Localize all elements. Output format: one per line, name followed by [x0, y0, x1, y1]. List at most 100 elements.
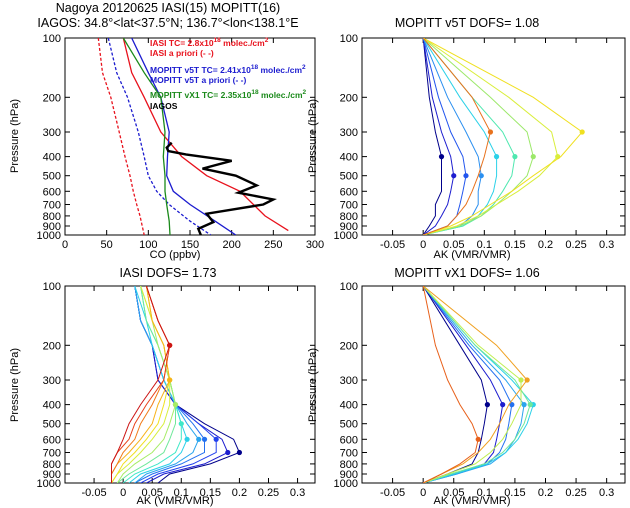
- vx1-kernel-line: [422, 286, 528, 483]
- iasi-kernel-line: [134, 286, 200, 483]
- v5t-frame: [361, 37, 626, 236]
- v5t-kernel-line: [422, 38, 491, 235]
- co-ytick-label: 700: [43, 199, 61, 211]
- co-series-mopitt-v5t: [131, 38, 237, 235]
- co-ytick-label: 500: [43, 171, 61, 183]
- iasi-xtick-label: 0.05: [141, 487, 162, 499]
- iasi-xtick-label: 0.2: [232, 487, 247, 499]
- iasi-kernel-line: [122, 286, 182, 483]
- v5t-kernel-line: [422, 38, 516, 235]
- vx1-kernel-line: [422, 286, 504, 483]
- iasi-kernel-marker: [213, 436, 219, 442]
- v5t-xtick-label: 0.2: [538, 239, 553, 251]
- co-xtick-label: 150: [181, 239, 199, 251]
- iasi-kernel-marker: [178, 421, 184, 427]
- iasi-kernel-marker: [236, 449, 243, 456]
- co-legend-entry: MOPITT v5T a priori (- -): [150, 75, 247, 85]
- co-xtick-label: 200: [222, 239, 240, 251]
- co-legend-entry: IAGOS: [150, 101, 178, 111]
- vx1-ytick-label: 100: [340, 281, 358, 293]
- vx1-kernel-marker: [518, 377, 524, 383]
- iasi-ytick-label: 1000: [37, 478, 61, 490]
- iasi-kernel-marker: [167, 342, 173, 348]
- iasi-ytick-label: 200: [43, 340, 61, 352]
- iasi-ytick-label: 600: [43, 434, 61, 446]
- iasi-ytick-label: 800: [43, 459, 61, 471]
- iasi-ytick-label: 100: [43, 281, 61, 293]
- v5t-kernel-marker: [530, 154, 536, 160]
- v5t-ytick-label: 800: [340, 211, 358, 223]
- co-legend-entry: MOPITT vX1 TC= 2.35x1018 molec./cm2: [150, 89, 307, 100]
- iasi-xtick-label: -0.05: [82, 487, 107, 499]
- v5t-kernel-line: [422, 38, 534, 235]
- iasi-xtick-label: 0: [120, 487, 126, 499]
- iasi-xtick-label: 0.1: [174, 487, 189, 499]
- co-ytick-label: 300: [43, 127, 61, 139]
- co-legend-entry: MOPITT v5T TC= 2.41x1018 molec./cm2: [150, 64, 306, 75]
- v5t-kernel-line: [422, 38, 467, 235]
- iasi-kernel-marker: [172, 402, 179, 408]
- vx1-kernel-line: [422, 286, 522, 483]
- vx1-ytick-label: 300: [340, 375, 358, 387]
- vx1-xtick-label: -0.05: [380, 487, 405, 499]
- v5t-ylabel: Pressure (hPa): [307, 99, 319, 173]
- v5t-xtick-label: -0.05: [380, 239, 405, 251]
- v5t-kernel-line: [422, 38, 442, 235]
- co-xtick-label: 0: [62, 239, 68, 251]
- iasi-kernel-line: [116, 286, 176, 483]
- v5t-kernel-marker: [512, 154, 518, 160]
- co-ytick-label: 100: [43, 33, 61, 45]
- vx1-kernel-marker: [524, 377, 530, 383]
- iasi-xtick-label: 0.15: [200, 487, 221, 499]
- co-plot-area: [97, 38, 289, 235]
- vx1-ytick-label: 700: [340, 447, 358, 459]
- iasi-kernel-marker: [167, 377, 173, 383]
- vx1-kernel-line: [422, 286, 531, 483]
- v5t-ytick-label: 700: [340, 199, 358, 211]
- co-ytick-label: 400: [43, 152, 61, 164]
- v5t-xtick-label: 0.1: [477, 239, 492, 251]
- header-line-2: IAGOS: 34.8°<lat<37.5°N; 136.7°<lon<138.…: [37, 16, 298, 30]
- v5t-kernel-line: [422, 38, 482, 235]
- v5t-kernel-marker: [463, 173, 469, 179]
- co-series-iasi-a-priori: [97, 38, 145, 235]
- v5t-kernel-marker: [438, 154, 445, 160]
- v5t-kernel-marker: [478, 173, 484, 179]
- vx1-kernel-marker: [521, 402, 527, 408]
- title-v5t: MOPITT v5T DOFS= 1.08: [395, 16, 539, 30]
- v5t-kernel-marker: [493, 154, 500, 160]
- v5t-kernel-marker: [487, 129, 494, 135]
- vx1-xtick-label: 0.15: [504, 487, 525, 499]
- vx1-kernel-marker: [500, 402, 506, 408]
- vx1-ytick-label: 800: [340, 459, 358, 471]
- iasi-ytick-label: 400: [43, 400, 61, 412]
- v5t-kernel-marker: [579, 129, 585, 135]
- iasi-kernel-marker: [201, 436, 208, 442]
- vx1-xtick-label: 0.3: [599, 487, 614, 499]
- iasi-kernel-line: [111, 286, 171, 483]
- v5t-ytick-label: 900: [340, 221, 358, 233]
- v5t-xtick-label: 0: [420, 239, 426, 251]
- v5t-xtick-label: 0.3: [599, 239, 614, 251]
- vx1-ytick-label: 600: [340, 434, 358, 446]
- vx1-ytick-label: 1000: [334, 478, 358, 490]
- v5t-xtick-label: 0.15: [504, 239, 525, 251]
- iasi-xtick-label: 0.3: [290, 487, 305, 499]
- v5t-kernel-line: [422, 38, 455, 235]
- iasi-xtick-label: 0.25: [258, 487, 279, 499]
- vx1-kernel-line: [422, 286, 534, 483]
- vx1-xtick-label: 0.05: [443, 487, 464, 499]
- vx1-xtick-label: 0.1: [477, 487, 492, 499]
- vx1-ytick-label: 900: [340, 469, 358, 481]
- co-ytick-label: 1000: [37, 230, 61, 242]
- vx1-xtick-label: 0.2: [538, 487, 553, 499]
- v5t-xtick-label: 0.05: [443, 239, 464, 251]
- co-xlabel: CO (ppbv): [150, 249, 201, 261]
- iasi-kernel-line: [116, 286, 177, 483]
- vx1-kernel-marker: [484, 402, 490, 408]
